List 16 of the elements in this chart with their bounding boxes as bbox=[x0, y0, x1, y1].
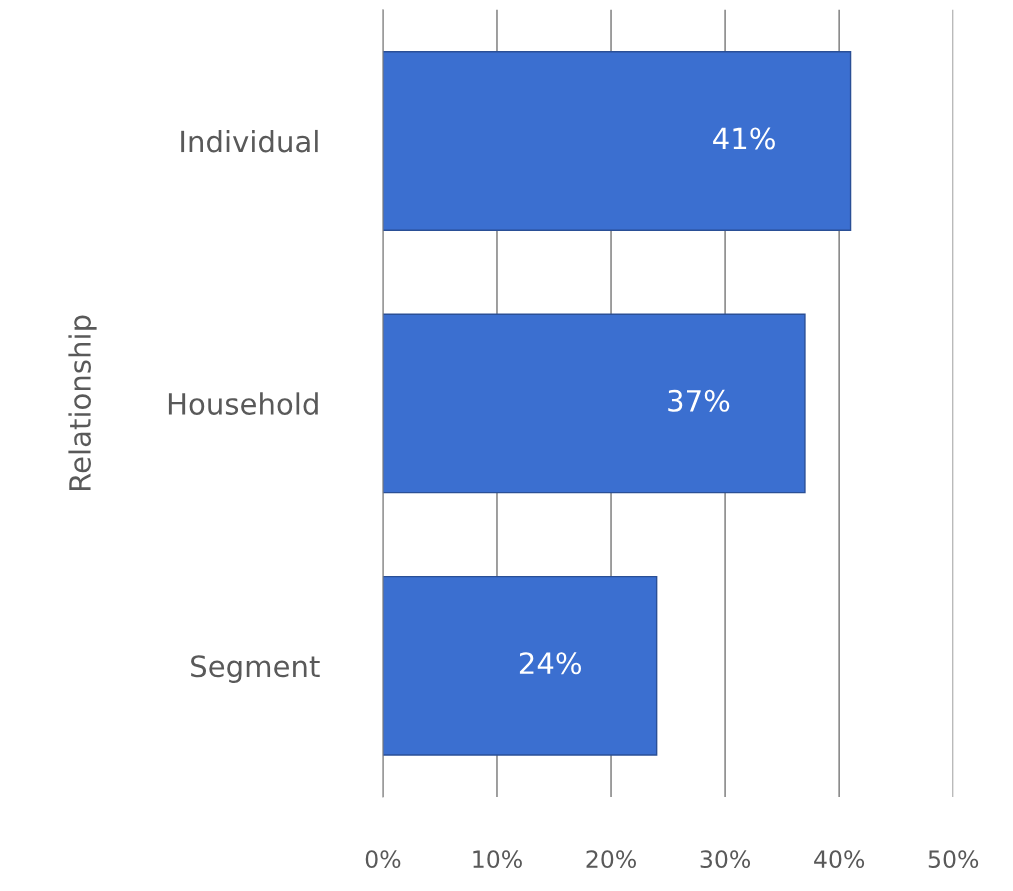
x-tick-label: 50% bbox=[928, 850, 979, 869]
y-tick-label: Household bbox=[168, 392, 318, 415]
bar bbox=[382, 575, 658, 756]
y-tick-label: Individual bbox=[181, 129, 318, 153]
data-label: 24% bbox=[519, 652, 581, 675]
y-axis-title: Relationship bbox=[68, 315, 97, 491]
x-tick-label: 10% bbox=[473, 850, 522, 869]
x-tick-label: 30% bbox=[700, 850, 751, 869]
x-tick-label: 40% bbox=[814, 850, 865, 869]
data-label: 41% bbox=[713, 127, 775, 150]
bar bbox=[382, 51, 852, 231]
x-tick-label: 0% bbox=[365, 850, 401, 869]
bar bbox=[382, 313, 806, 494]
y-tick-label: Segment bbox=[191, 655, 320, 683]
data-label: 37% bbox=[668, 389, 730, 412]
x-tick-label: 20% bbox=[586, 850, 636, 869]
